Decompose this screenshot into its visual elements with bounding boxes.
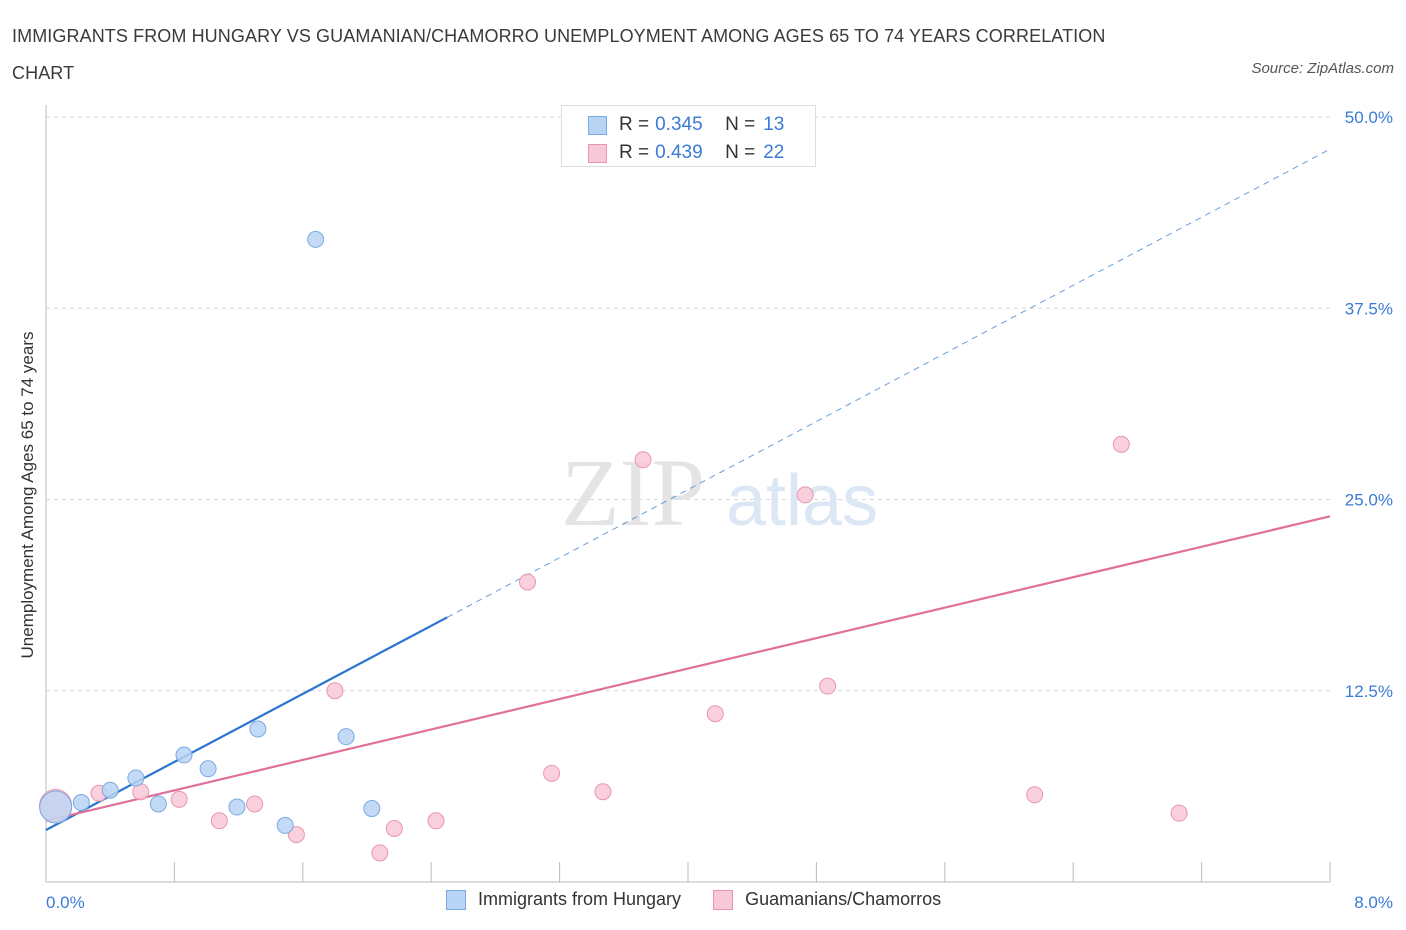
legend-swatch-blue xyxy=(588,115,607,135)
legend-n-label: N = xyxy=(725,114,756,135)
legend-n-value: 22 xyxy=(763,142,785,163)
data-point-guamanian[interactable] xyxy=(385,819,403,837)
data-point-guamanian[interactable] xyxy=(634,451,652,469)
watermark: ZIP atlas xyxy=(561,439,878,546)
data-point-hungary[interactable] xyxy=(199,760,217,778)
data-point-guamanian[interactable] xyxy=(246,795,264,813)
data-point-guamanian[interactable] xyxy=(1112,435,1130,453)
data-point-hungary[interactable] xyxy=(39,790,73,824)
y-tick-label: 12.5% xyxy=(1345,682,1393,701)
bottom-legend: Immigrants from Hungary Guamanians/Chamo… xyxy=(446,889,973,910)
data-point-hungary[interactable] xyxy=(127,769,145,787)
chart-source: Source: ZipAtlas.com xyxy=(1251,60,1394,77)
data-point-hungary[interactable] xyxy=(175,746,193,764)
data-point-hungary[interactable] xyxy=(101,781,119,799)
legend-row-guamanian: R = 0.439 N = 22 xyxy=(588,141,784,165)
legend-r-label: R = xyxy=(619,142,650,163)
data-point-hungary[interactable] xyxy=(307,230,325,248)
data-point-guamanian[interactable] xyxy=(819,677,837,695)
data-point-guamanian[interactable] xyxy=(543,764,561,782)
legend-r-value: 0.439 xyxy=(655,142,703,163)
y-tick-label: 50.0% xyxy=(1345,108,1393,127)
data-point-guamanian[interactable] xyxy=(796,486,814,504)
bottom-legend-item-guamanian[interactable]: Guamanians/Chamorros xyxy=(713,889,941,910)
data-point-hungary[interactable] xyxy=(276,816,294,834)
data-point-hungary[interactable] xyxy=(363,800,381,818)
legend-r-value: 0.345 xyxy=(655,114,703,135)
trend-line-guamanian xyxy=(45,515,1331,822)
data-point-hungary[interactable] xyxy=(228,798,246,816)
trend-line-hungary xyxy=(45,616,448,831)
gridlines xyxy=(46,116,1330,692)
data-points xyxy=(39,132,1188,862)
bottom-legend-label-hungary: Immigrants from Hungary xyxy=(478,889,682,909)
y-tick-label: 37.5% xyxy=(1345,299,1393,318)
data-point-hungary[interactable] xyxy=(149,795,167,813)
legend-stats: R = 0.345 N = 13 R = 0.439 N = 22 xyxy=(561,105,816,167)
y-axis-label: Unemployment Among Ages 65 to 74 years xyxy=(18,331,37,659)
legend-n-value: 13 xyxy=(763,114,785,135)
data-point-hungary[interactable] xyxy=(337,728,355,746)
trend-line-hungary-extension xyxy=(447,148,1331,618)
data-point-guamanian[interactable] xyxy=(371,844,389,862)
tick-labels: 12.5% 25.0% 37.5% 50.0% 0.0% 8.0% xyxy=(46,108,1393,912)
x-tick-label: 0.0% xyxy=(46,893,85,912)
bottom-legend-swatch-pink xyxy=(713,889,734,910)
data-point-guamanian[interactable] xyxy=(287,826,305,844)
legend-r-label: R = xyxy=(619,114,650,135)
data-point-guamanian[interactable] xyxy=(170,790,188,808)
legend-swatch-pink xyxy=(588,143,607,163)
data-point-hungary[interactable] xyxy=(249,720,267,738)
data-point-guamanian[interactable] xyxy=(1170,804,1188,822)
data-point-guamanian[interactable] xyxy=(210,812,228,830)
watermark-zip: ZIP xyxy=(561,439,705,546)
data-point-guamanian[interactable] xyxy=(427,812,445,830)
data-point-guamanian[interactable] xyxy=(594,783,612,801)
chart-title: IMMIGRANTS FROM HUNGARY VS GUAMANIAN/CHA… xyxy=(12,26,1106,83)
y-tick-label: 25.0% xyxy=(1345,491,1393,510)
data-point-guamanian[interactable] xyxy=(1026,786,1044,804)
bottom-legend-swatch-blue xyxy=(446,889,466,910)
data-point-hungary[interactable] xyxy=(72,793,90,811)
legend-n-label: N = xyxy=(725,142,756,163)
data-point-guamanian[interactable] xyxy=(519,573,536,591)
data-point-guamanian[interactable] xyxy=(326,682,344,700)
axes xyxy=(45,105,1331,883)
bottom-legend-item-hungary[interactable]: Immigrants from Hungary xyxy=(446,889,681,910)
legend-row-hungary: R = 0.345 N = 13 xyxy=(588,113,784,137)
x-tick-label: 8.0% xyxy=(1354,893,1393,912)
bottom-legend-label-guamanian: Guamanians/Chamorros xyxy=(745,889,942,909)
data-point-guamanian[interactable] xyxy=(706,705,724,723)
